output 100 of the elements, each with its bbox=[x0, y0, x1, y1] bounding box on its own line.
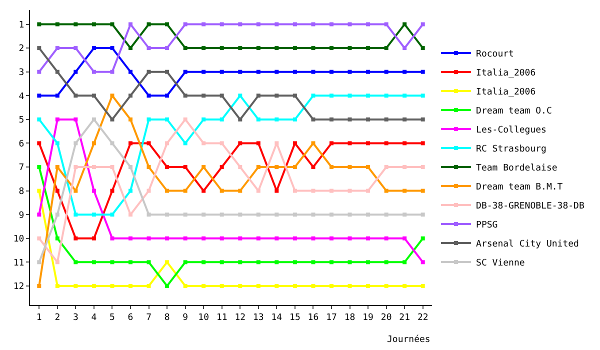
legend-label: Dream team B.M.T bbox=[476, 182, 564, 193]
x-tick-label: 1 bbox=[36, 312, 42, 323]
point bbox=[146, 46, 151, 50]
point bbox=[55, 141, 60, 146]
x-tick-label: 8 bbox=[164, 312, 170, 323]
point bbox=[238, 284, 242, 288]
x-tick-label: 16 bbox=[308, 312, 319, 323]
point bbox=[348, 284, 352, 288]
point bbox=[165, 94, 170, 98]
point bbox=[292, 188, 297, 193]
legend-label: Arsenal City United bbox=[476, 240, 579, 250]
point bbox=[402, 94, 407, 98]
point bbox=[274, 22, 279, 26]
point bbox=[366, 188, 370, 193]
point bbox=[311, 260, 316, 264]
point bbox=[220, 94, 224, 98]
point bbox=[274, 117, 279, 122]
point bbox=[292, 236, 297, 240]
point bbox=[165, 236, 170, 240]
point bbox=[165, 117, 170, 122]
point bbox=[220, 46, 224, 50]
point bbox=[311, 165, 316, 170]
x-tick-label: 18 bbox=[344, 312, 356, 323]
point bbox=[55, 260, 60, 264]
point bbox=[202, 46, 206, 50]
point bbox=[74, 188, 78, 193]
point bbox=[384, 212, 388, 217]
point bbox=[183, 46, 188, 50]
point bbox=[92, 70, 96, 74]
point bbox=[146, 94, 151, 98]
point bbox=[183, 22, 188, 26]
point bbox=[420, 70, 425, 74]
point bbox=[348, 165, 352, 170]
point bbox=[402, 70, 407, 74]
point bbox=[165, 22, 170, 26]
x-tick-label: 20 bbox=[380, 312, 392, 323]
point bbox=[128, 212, 132, 217]
point bbox=[348, 141, 352, 146]
point bbox=[292, 212, 297, 217]
point bbox=[165, 260, 170, 264]
point bbox=[420, 141, 425, 146]
point bbox=[183, 260, 188, 264]
point bbox=[420, 165, 425, 170]
point bbox=[348, 22, 352, 26]
point bbox=[128, 236, 132, 240]
x-axis-title: Journées bbox=[387, 334, 430, 345]
y-tick-label: 11 bbox=[13, 258, 24, 268]
point bbox=[37, 165, 42, 170]
point bbox=[55, 212, 60, 217]
point bbox=[92, 94, 96, 98]
point bbox=[402, 284, 407, 288]
x-tick-label: 22 bbox=[417, 312, 428, 323]
point bbox=[92, 188, 96, 193]
point bbox=[128, 70, 132, 74]
point bbox=[183, 284, 188, 288]
y-tick-label: 5 bbox=[18, 116, 24, 126]
point bbox=[292, 94, 297, 98]
point bbox=[238, 165, 242, 170]
point bbox=[366, 212, 370, 217]
point bbox=[183, 141, 188, 146]
point bbox=[37, 22, 42, 26]
point bbox=[110, 212, 114, 217]
point bbox=[220, 236, 224, 240]
point bbox=[74, 46, 78, 50]
point bbox=[274, 46, 279, 50]
point bbox=[220, 212, 224, 217]
point bbox=[330, 70, 334, 74]
point bbox=[311, 141, 316, 146]
point bbox=[311, 284, 316, 288]
x-tick-label: 14 bbox=[271, 312, 282, 323]
point bbox=[202, 165, 206, 170]
point bbox=[366, 117, 370, 122]
point bbox=[110, 117, 114, 122]
point bbox=[202, 236, 206, 240]
point bbox=[292, 46, 297, 50]
point bbox=[146, 117, 151, 122]
point bbox=[110, 188, 114, 193]
point bbox=[110, 94, 114, 98]
point bbox=[238, 188, 242, 193]
legend-label: Les-Collegues bbox=[476, 126, 546, 136]
point bbox=[420, 22, 425, 26]
x-tick-label: 17 bbox=[326, 312, 337, 323]
point bbox=[256, 70, 260, 74]
point bbox=[274, 284, 279, 288]
x-tick-label: 15 bbox=[290, 312, 300, 323]
x-tick-label: 7 bbox=[146, 312, 152, 323]
point bbox=[220, 188, 224, 193]
point bbox=[402, 260, 407, 264]
point bbox=[92, 46, 96, 50]
y-tick-label: 12 bbox=[13, 282, 24, 292]
point bbox=[402, 46, 407, 50]
point bbox=[55, 70, 60, 74]
x-tick-label: 19 bbox=[362, 312, 374, 323]
point bbox=[348, 260, 352, 264]
point bbox=[202, 260, 206, 264]
point bbox=[274, 141, 279, 146]
point bbox=[348, 236, 352, 240]
point bbox=[37, 94, 42, 98]
point bbox=[146, 236, 151, 240]
point bbox=[74, 141, 78, 146]
